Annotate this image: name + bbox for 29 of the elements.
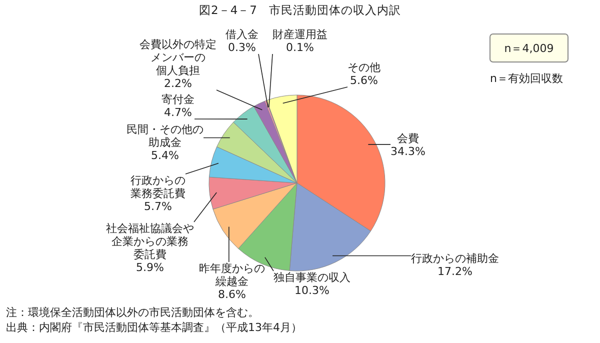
text: n＝4,009 (504, 42, 554, 55)
data-label: 10.3% (294, 284, 330, 297)
data-label: 5.7% (144, 200, 172, 213)
data-label: 0.3% (228, 41, 256, 54)
text: n＝有効回収数 (490, 72, 563, 85)
data-label: 8.6% (218, 288, 246, 301)
slice-label: 会費以外の特定メンバーの個人負担 (140, 38, 216, 77)
slice-label: 借入金 (226, 28, 258, 41)
slice-label: 行政からの業務委託費 (130, 174, 186, 200)
text: 注：環境保全活動団体以外の市民活動団体を含む。 (6, 306, 259, 319)
data-label: 34.3% (390, 145, 426, 158)
data-label: 5.9% (136, 261, 164, 274)
data-label: 5.4% (151, 149, 179, 162)
data-label: 0.1% (286, 41, 314, 54)
data-label: 2.2% (164, 77, 192, 90)
source-note: 出典：内閣府『市民活動団体等基本調査』（平成13年4月） (6, 321, 302, 334)
slice-label: 昨年度からの繰越金 (199, 262, 265, 288)
slice-label: 財産運用益 (272, 28, 328, 41)
slice-label: 独自事業の収入 (274, 271, 350, 284)
slice-label: 行政からの補助金 (411, 252, 499, 265)
data-label: 4.7% (164, 106, 192, 119)
slice-label: 寄付金 (162, 93, 194, 106)
slice-label: 民間・その他の助成金 (126, 123, 204, 149)
data-label: 17.2% (438, 265, 472, 278)
data-label: 5.6% (350, 74, 378, 87)
chart-title: 図2－4－7 市民活動団体の収入内訳 (199, 3, 401, 17)
slice-label: 社会福祉協議会や企業からの業務委託費 (106, 222, 194, 261)
slice-label: その他 (348, 61, 380, 74)
slice-label: 会費 (397, 132, 419, 145)
